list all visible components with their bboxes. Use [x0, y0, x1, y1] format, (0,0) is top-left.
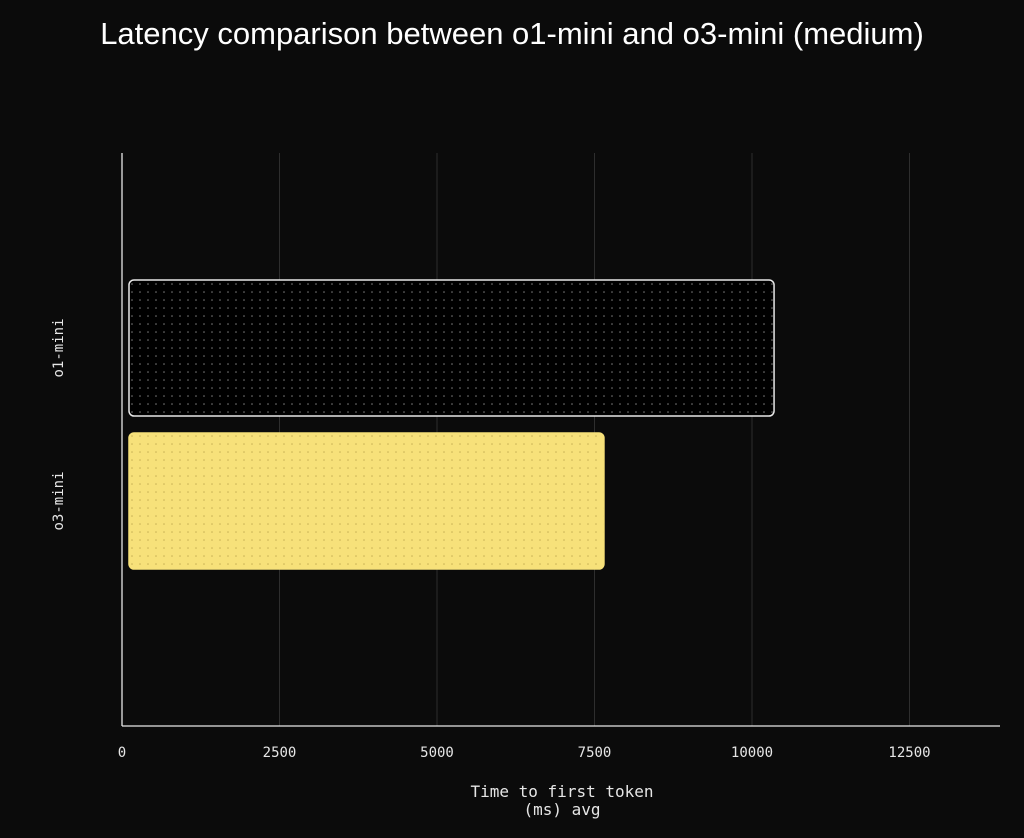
- x-tick-label-10000: 10000: [731, 745, 773, 761]
- x-axis-label-line2: (ms) avg: [523, 800, 601, 819]
- bar-o1-mini: [128, 279, 775, 417]
- x-axis-label: Time to first token (ms) avg: [462, 783, 662, 819]
- x-tick-label-7500: 7500: [578, 745, 612, 761]
- x-axis-label-line1: Time to first token: [470, 782, 654, 801]
- category-label-o3-mini: o3-mini: [51, 471, 67, 530]
- x-tick-label-12500: 12500: [888, 745, 930, 761]
- category-label-o1-mini: o1-mini: [51, 318, 67, 377]
- category-labels: o1-mini o3-mini: [51, 318, 67, 530]
- bar-o3-mini: [128, 432, 605, 570]
- x-tick-label-0: 0: [118, 745, 126, 761]
- x-tick-labels: 0 2500 5000 7500 10000 12500: [118, 745, 931, 761]
- x-tick-label-5000: 5000: [420, 745, 454, 761]
- axes: [121, 153, 1000, 727]
- chart-title: Latency comparison between o1-mini and o…: [100, 16, 924, 51]
- x-tick-label-2500: 2500: [263, 745, 297, 761]
- bars: [128, 279, 775, 570]
